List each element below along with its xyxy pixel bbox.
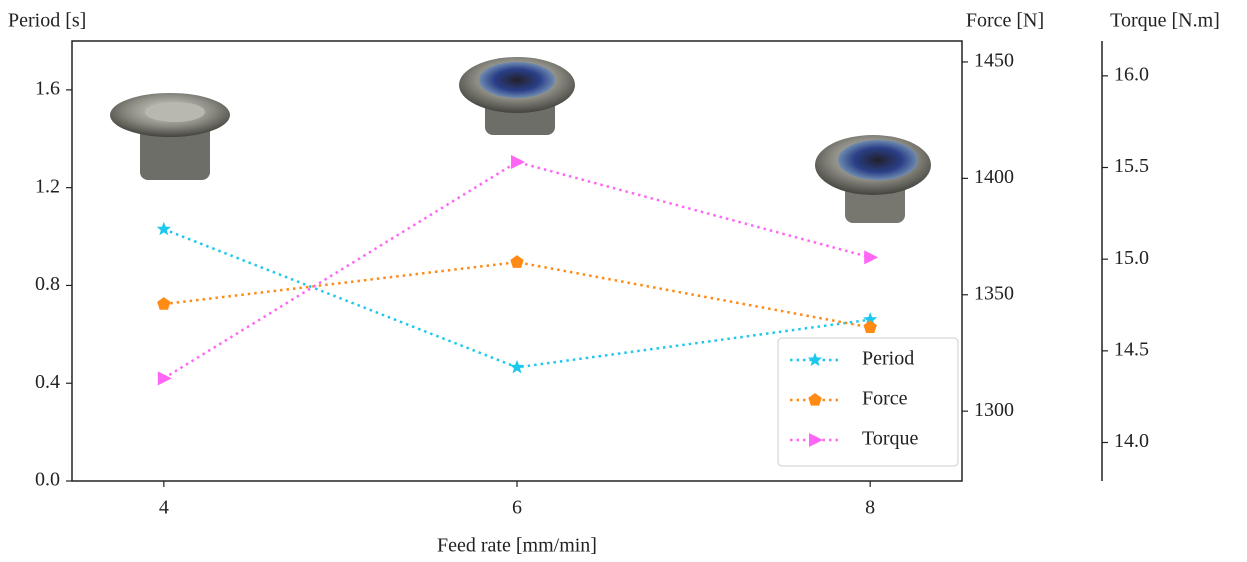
y2-tick-label: 1350 <box>974 282 1014 304</box>
legend: Period Force Torque <box>778 338 958 466</box>
y3-tick-label: 14.0 <box>1114 430 1149 452</box>
y-tick-label: 0.0 <box>35 469 60 491</box>
x-axis-label: Feed rate [mm/min] <box>437 535 597 557</box>
y2-tick-label: 1300 <box>974 399 1014 421</box>
y2-tick-label: 1400 <box>974 166 1014 188</box>
marker <box>864 250 878 264</box>
y3-tick-label: 16.0 <box>1114 63 1149 85</box>
y3-tick-label: 15.0 <box>1114 247 1149 269</box>
series-line <box>164 262 870 327</box>
x-tick-label: 4 <box>159 497 169 519</box>
y-tick-label: 0.8 <box>35 273 60 295</box>
x-tick-label: 8 <box>865 497 875 519</box>
y3-axis-label: Torque [N.m] <box>1110 10 1220 32</box>
legend-label: Torque <box>862 428 918 450</box>
marker <box>510 360 524 374</box>
x-tick-label: 6 <box>512 497 522 519</box>
y-tick-label: 0.4 <box>35 371 60 393</box>
marker <box>157 222 171 236</box>
y-axis-label: Period [s] <box>8 10 86 32</box>
legend-label: Period <box>862 348 914 370</box>
y3-tick-label: 14.5 <box>1114 338 1149 360</box>
marker <box>157 297 170 310</box>
marker <box>510 255 523 268</box>
marker <box>511 155 525 169</box>
series-line <box>164 229 870 367</box>
y-tick-label: 1.2 <box>35 175 60 197</box>
chart: Period [s] Force [N] Torque [N.m] Feed r… <box>0 0 1247 562</box>
sample-photos <box>110 57 931 223</box>
series-line <box>164 162 870 378</box>
y2-tick-label: 1450 <box>974 50 1014 72</box>
y3-tick-label: 15.5 <box>1114 155 1149 177</box>
y2-axis-label: Force [N] <box>966 10 1044 32</box>
legend-label: Force <box>862 388 908 410</box>
y-tick-label: 1.6 <box>35 77 60 99</box>
marker <box>864 320 877 333</box>
